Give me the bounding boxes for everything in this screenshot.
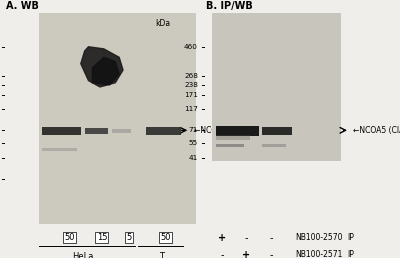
Text: 41: 41 [189,155,198,161]
Bar [112,129,131,133]
Text: 50: 50 [160,233,170,242]
Bar [262,144,286,147]
Text: ←NCOA5 (CIA): ←NCOA5 (CIA) [353,126,400,135]
Text: +: + [242,250,251,258]
Text: A. WB: A. WB [6,1,39,11]
Text: -: - [269,250,273,258]
Bar [42,127,81,135]
Text: kDa: kDa [156,19,170,28]
Text: 117: 117 [184,106,198,112]
Text: 460: 460 [184,44,198,50]
Bar [42,148,77,151]
Bar [216,135,250,140]
Polygon shape [81,47,123,87]
Text: 171: 171 [184,92,198,98]
Text: ←NCOA5 (CIA): ←NCOA5 (CIA) [194,126,248,135]
Text: 71: 71 [189,127,198,133]
Text: NB100-2570: NB100-2570 [295,233,343,242]
Text: 55: 55 [189,140,198,146]
Text: IP: IP [347,250,354,258]
Text: IP: IP [347,233,354,242]
Text: +: + [218,233,226,243]
Bar [85,128,108,134]
Text: 50: 50 [64,233,74,242]
Text: HeLa: HeLa [72,252,94,258]
Polygon shape [92,57,119,85]
Text: 268: 268 [184,73,198,79]
Text: -: - [245,233,248,243]
Bar [216,144,244,147]
Text: NB100-2571: NB100-2571 [295,250,342,258]
Bar [146,127,181,135]
Text: -: - [269,233,273,243]
Text: T: T [159,252,164,258]
Text: 5: 5 [126,233,132,242]
Text: 238: 238 [184,82,198,88]
Text: B. IP/WB: B. IP/WB [206,1,252,11]
Text: 15: 15 [97,233,107,242]
Text: -: - [220,250,224,258]
Bar [262,127,292,135]
Bar [216,126,259,136]
Bar [212,13,341,161]
